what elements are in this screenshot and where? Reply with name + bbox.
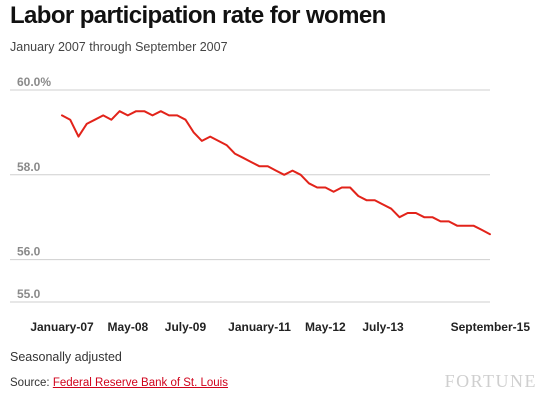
source-link[interactable]: Federal Reserve Bank of St. Louis bbox=[52, 377, 228, 389]
chart-title: Labor participation rate for women bbox=[10, 2, 386, 29]
y-tick-label: 60.0% bbox=[17, 75, 51, 89]
y-tick-label: 58.0 bbox=[17, 160, 41, 174]
seasonal-note: Seasonally adjusted bbox=[10, 350, 122, 364]
x-tick-label: January-11 bbox=[228, 320, 291, 334]
gridlines bbox=[10, 89, 490, 303]
x-tick-label: July-13 bbox=[362, 320, 404, 334]
line-chart: 60.0% 58.0 56.0 55.0 January-07 May-08 July-0… bbox=[10, 75, 530, 334]
source-line: Source: Federal Reserve Bank of St. Loui… bbox=[10, 377, 228, 389]
x-tick-label: May-08 bbox=[108, 320, 149, 334]
y-axis-ticks: 60.0% 58.0 56.0 55.0 bbox=[17, 75, 51, 301]
series-layer bbox=[61, 110, 491, 236]
source-prefix: Source: bbox=[10, 377, 53, 389]
chart-subtitle: January 2007 through September 2007 bbox=[10, 40, 228, 54]
x-tick-label: July-09 bbox=[165, 320, 207, 334]
y-tick-label: 55.0 bbox=[17, 287, 41, 301]
fortune-logo: FORTUNE bbox=[444, 371, 537, 391]
x-tick-label: January-07 bbox=[30, 320, 94, 334]
series-line bbox=[61, 110, 491, 236]
x-tick-label: September-15 bbox=[451, 320, 531, 334]
x-tick-label: May-12 bbox=[305, 320, 346, 334]
y-tick-label: 56.0 bbox=[17, 245, 41, 259]
x-axis-ticks: January-07 May-08 July-09 January-11 May-12 J… bbox=[30, 320, 530, 334]
